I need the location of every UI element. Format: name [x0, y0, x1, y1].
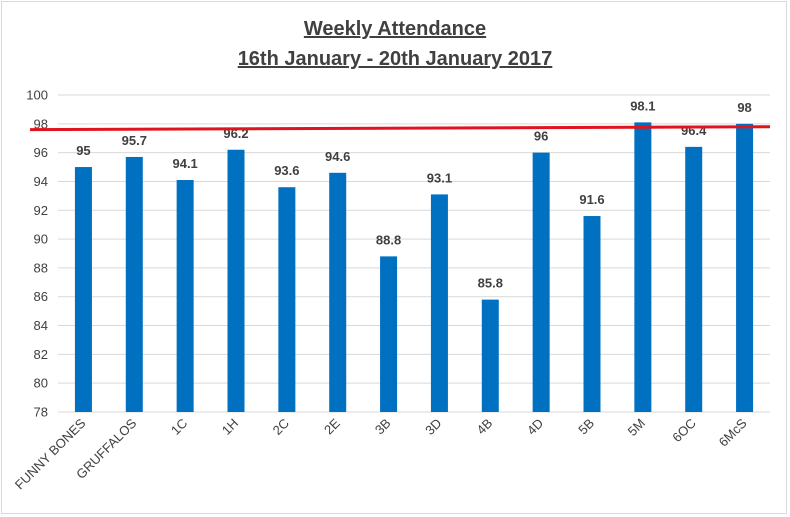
y-tick-label: 90: [34, 232, 48, 247]
data-label: 95.7: [122, 133, 147, 148]
chart-title: Weekly Attendance: [303, 18, 487, 40]
y-tick-label: 100: [26, 88, 48, 103]
bar: [736, 123, 754, 413]
bar: [176, 180, 194, 412]
x-tick-label: 6McS: [716, 415, 750, 449]
bar: [430, 194, 448, 412]
x-tick-label: 1H: [219, 416, 241, 438]
x-tick-label: 3D: [422, 416, 444, 438]
data-label: 98.1: [630, 98, 655, 113]
data-label: 94.1: [172, 156, 197, 171]
y-tick-label: 78: [34, 405, 48, 420]
x-tick-label: 2E: [321, 415, 343, 437]
x-tick-label: FUNNY BONES: [12, 415, 89, 492]
y-tick-label: 80: [34, 376, 48, 391]
y-tick-label: 86: [34, 289, 48, 304]
x-tick-label: 4D: [524, 416, 546, 438]
bar: [583, 216, 601, 412]
y-tick-label: 88: [34, 260, 48, 275]
bar: [329, 172, 347, 412]
bar: [481, 299, 499, 412]
bar: [685, 146, 703, 412]
y-tick-label: 82: [34, 347, 48, 362]
bar: [380, 256, 398, 412]
data-label: 96: [534, 129, 548, 144]
y-tick-label: 94: [34, 174, 48, 189]
x-tick-label: 3B: [372, 416, 394, 438]
data-label: 96.4: [681, 123, 707, 138]
bar: [278, 187, 296, 412]
bar: [125, 156, 143, 412]
x-tick-label: 2C: [270, 416, 292, 438]
data-label: 91.6: [579, 192, 604, 207]
bar: [74, 167, 92, 412]
x-tick-label: 1C: [168, 416, 190, 438]
data-label: 98: [737, 100, 751, 115]
x-tick-label: 5M: [625, 416, 648, 439]
x-tick-label: 6OC: [669, 416, 699, 446]
y-tick-label: 92: [34, 203, 48, 218]
x-tick-label: 4B: [474, 416, 496, 438]
chart-title-block: Weekly Attendance 16th January - 20th Ja…: [0, 14, 790, 74]
data-label: 93.6: [274, 163, 299, 178]
chart-subtitle: 16th January - 20th January 2017: [237, 48, 553, 70]
bar: [227, 149, 245, 412]
x-tick-label: 5B: [575, 416, 597, 438]
data-label: 93.1: [427, 170, 452, 185]
bar: [634, 122, 652, 413]
data-label: 94.6: [325, 149, 350, 164]
y-tick-label: 96: [34, 145, 48, 160]
y-tick-label: 98: [34, 116, 48, 131]
data-label: 95: [76, 143, 90, 158]
target-line: [29, 125, 771, 132]
bar: [532, 152, 550, 413]
y-tick-label: 84: [34, 318, 48, 333]
data-label: 85.8: [478, 276, 503, 291]
data-label: 88.8: [376, 232, 401, 247]
